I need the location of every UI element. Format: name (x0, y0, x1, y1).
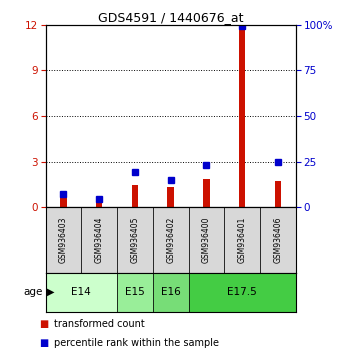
Text: E17.5: E17.5 (227, 287, 257, 297)
Text: age: age (23, 287, 42, 297)
Text: GSM936406: GSM936406 (273, 217, 282, 263)
Bar (153, 207, 189, 273)
Bar (167, 187, 174, 207)
Bar (224, 207, 260, 273)
Text: GSM936405: GSM936405 (130, 217, 140, 263)
Bar (275, 181, 281, 207)
Text: ▶: ▶ (47, 287, 55, 297)
Text: transformed count: transformed count (54, 319, 145, 329)
Bar (46, 207, 81, 273)
Text: GSM936403: GSM936403 (59, 217, 68, 263)
Text: E16: E16 (161, 287, 180, 297)
Bar (189, 273, 296, 312)
Text: GSM936404: GSM936404 (95, 217, 104, 263)
Text: GSM936400: GSM936400 (202, 217, 211, 263)
Bar (239, 25, 245, 207)
Text: ■: ■ (39, 319, 48, 329)
Bar (260, 207, 296, 273)
Text: E15: E15 (125, 287, 145, 297)
Text: GSM936401: GSM936401 (238, 217, 247, 263)
Text: percentile rank within the sample: percentile rank within the sample (54, 338, 219, 348)
Bar (96, 202, 102, 207)
Title: GDS4591 / 1440676_at: GDS4591 / 1440676_at (98, 11, 243, 24)
Bar (81, 207, 117, 273)
Bar (189, 207, 224, 273)
Bar (117, 273, 153, 312)
Text: GSM936402: GSM936402 (166, 217, 175, 263)
Text: ■: ■ (39, 338, 48, 348)
Text: E14: E14 (71, 287, 91, 297)
Bar (60, 192, 67, 207)
Bar (46, 273, 117, 312)
Bar (117, 207, 153, 273)
Bar (132, 185, 138, 207)
Bar (203, 179, 210, 207)
Bar (153, 273, 189, 312)
